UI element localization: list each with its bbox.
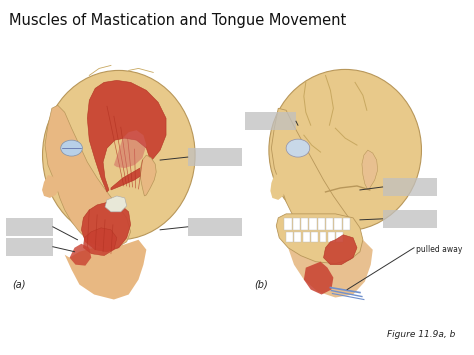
Polygon shape [304,262,333,295]
FancyBboxPatch shape [188,148,242,166]
Polygon shape [42,175,60,198]
FancyBboxPatch shape [245,112,296,130]
Ellipse shape [61,140,82,156]
Polygon shape [114,130,146,168]
Text: pulled away: pulled away [416,245,463,254]
Polygon shape [83,228,117,256]
Bar [319,232,327,242]
Text: (a): (a) [12,280,26,290]
Polygon shape [270,174,286,200]
Text: Figure 11.9a, b: Figure 11.9a, b [387,331,456,339]
Polygon shape [105,196,127,212]
Bar [284,218,292,230]
Bar [294,232,301,242]
Polygon shape [324,235,357,265]
Polygon shape [70,244,91,266]
Text: (b): (b) [255,280,268,290]
Polygon shape [276,214,363,264]
Bar [286,232,293,242]
Polygon shape [271,108,355,250]
Polygon shape [362,150,378,190]
FancyBboxPatch shape [188,218,242,236]
Polygon shape [140,155,156,196]
FancyBboxPatch shape [6,238,53,256]
Ellipse shape [269,70,421,231]
Ellipse shape [286,139,310,157]
Bar [334,218,342,230]
FancyBboxPatch shape [383,178,437,196]
FancyBboxPatch shape [383,210,437,228]
Bar [301,218,308,230]
Bar [303,232,310,242]
Ellipse shape [43,70,195,240]
FancyBboxPatch shape [6,218,53,236]
Polygon shape [64,240,146,300]
Bar [292,218,300,230]
Bar [311,232,318,242]
Bar [343,218,350,230]
Bar [326,218,333,230]
Bar [309,218,317,230]
Bar [318,218,325,230]
Polygon shape [45,105,131,248]
Text: Muscles of Mastication and Tongue Movement: Muscles of Mastication and Tongue Moveme… [9,13,346,28]
Polygon shape [288,240,373,297]
Bar [328,232,335,242]
Polygon shape [87,80,166,192]
Polygon shape [82,202,131,252]
Bar [337,232,343,242]
